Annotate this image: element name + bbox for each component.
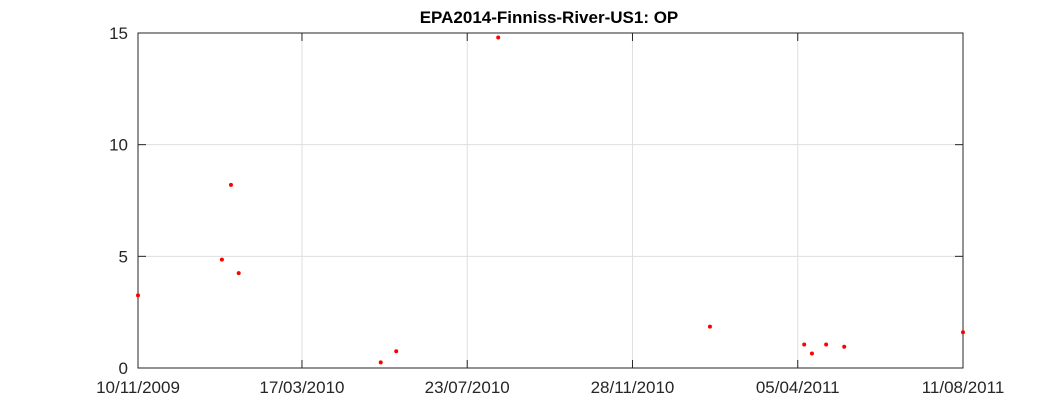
data-point bbox=[228, 182, 233, 187]
data-point bbox=[236, 271, 241, 276]
x-tick-label: 10/11/2009 bbox=[96, 378, 180, 397]
data-point bbox=[824, 342, 829, 347]
x-tick-label: 23/07/2010 bbox=[425, 378, 510, 397]
y-tick-label: 10 bbox=[109, 136, 128, 155]
data-point bbox=[707, 324, 712, 329]
data-point bbox=[842, 344, 847, 349]
x-tick-label: 28/11/2010 bbox=[591, 378, 675, 397]
axes-layer: 10/11/2009 17/03/2010 23/07/2010 28/11/2010… bbox=[96, 24, 1004, 397]
axes-box bbox=[137, 32, 964, 369]
data-point bbox=[219, 257, 224, 262]
y-tick-label: 15 bbox=[109, 24, 128, 43]
data-point bbox=[496, 35, 501, 40]
data-points bbox=[136, 35, 965, 365]
x-tick-label: 17/03/2010 bbox=[259, 378, 344, 397]
chart-title: EPA2014-Finniss-River-US1: OP bbox=[420, 8, 679, 27]
grid-layer bbox=[138, 33, 963, 368]
x-tick-label: 11/08/2011 bbox=[922, 378, 1005, 397]
data-point bbox=[961, 330, 965, 335]
y-tick-label: 5 bbox=[119, 247, 128, 266]
plot-area bbox=[138, 33, 963, 368]
y-tick-label: 0 bbox=[119, 359, 128, 378]
x-tick-label: 05/04/2011 bbox=[756, 378, 840, 397]
data-point bbox=[378, 360, 383, 365]
data-point bbox=[136, 293, 140, 298]
data-point bbox=[394, 349, 399, 354]
data-point bbox=[809, 351, 814, 356]
data-point bbox=[802, 342, 807, 347]
